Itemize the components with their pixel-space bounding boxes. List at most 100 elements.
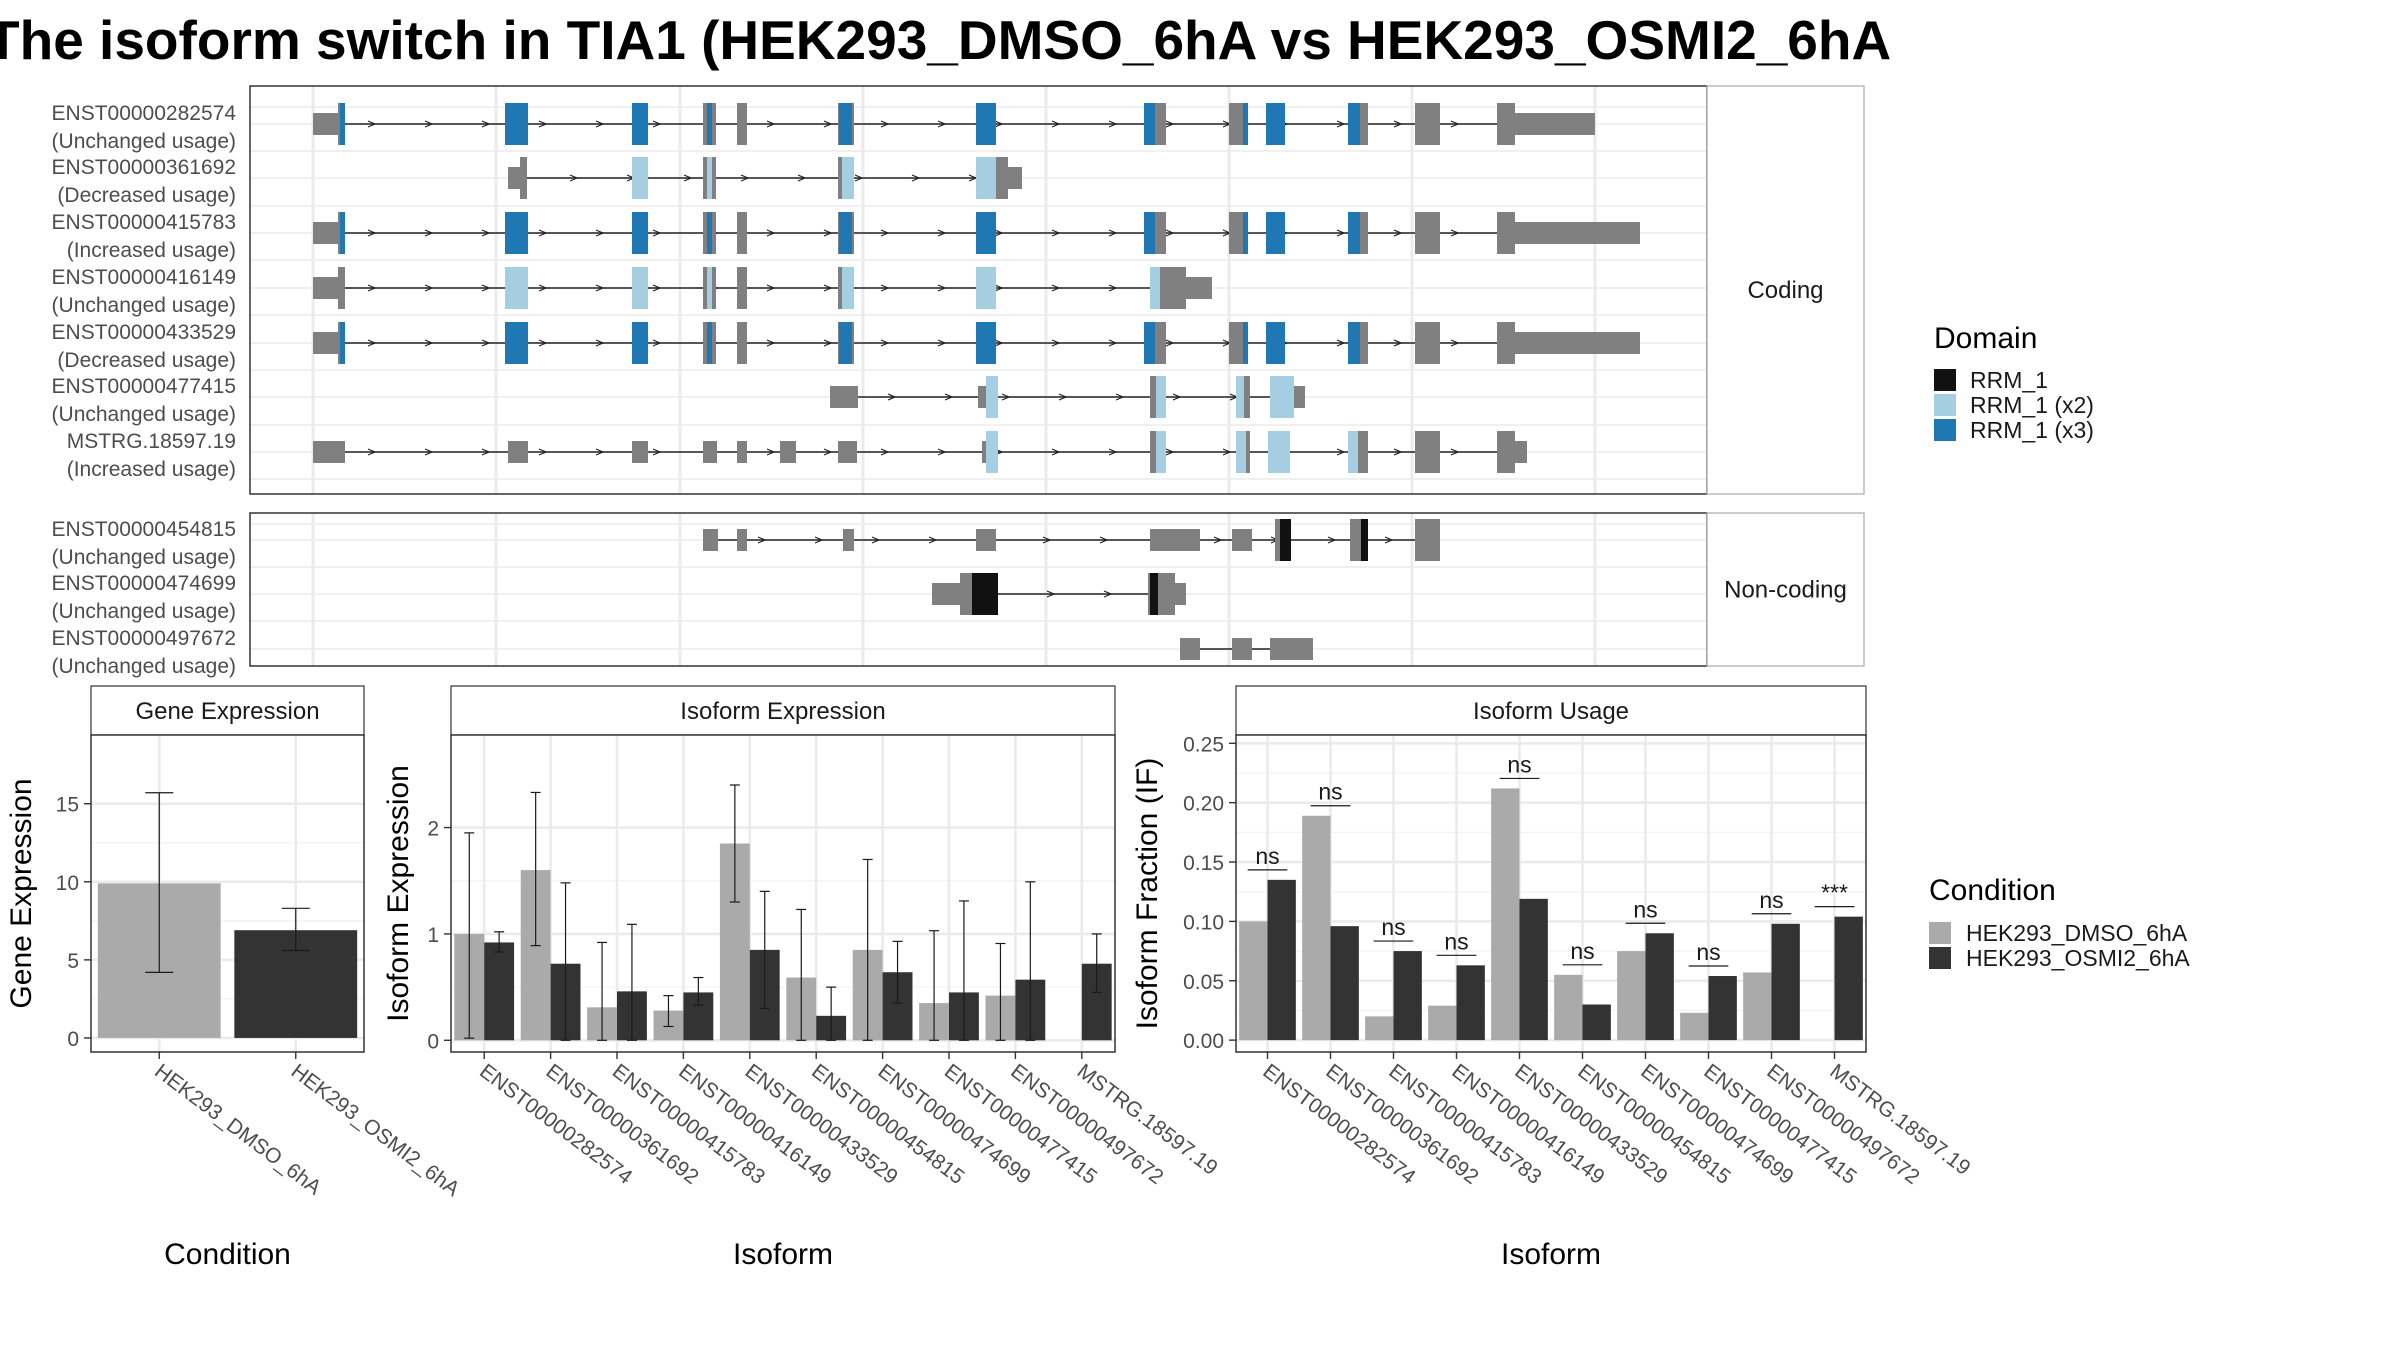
significance-label: ns: [1444, 928, 1468, 954]
legend-label: RRM_1 (x3): [1970, 417, 2094, 443]
direction-arrow: [994, 229, 1004, 237]
direction-arrow: [1393, 229, 1403, 237]
bar-osmi2: [1582, 1004, 1611, 1041]
direction-arrow: [937, 448, 947, 456]
exon-block: [632, 103, 648, 145]
legend-title: Domain: [1934, 322, 2037, 355]
direction-arrow: [854, 174, 864, 182]
exon-block: [976, 322, 996, 364]
direction-arrow: [367, 229, 377, 237]
direction-arrow: [911, 174, 921, 182]
x-axis-title: Condition: [164, 1238, 291, 1271]
exon-block: [737, 267, 747, 309]
direction-arrow: [1051, 284, 1061, 292]
exon-block: [842, 267, 854, 309]
bar-dmso: [1617, 951, 1646, 1041]
exon-block: [340, 322, 345, 364]
bar-osmi2: [1771, 923, 1800, 1041]
exon-block: [1155, 212, 1166, 254]
y-axis-title: Isoform Fraction (IF): [1131, 758, 1164, 1030]
direction-arrow: [937, 284, 947, 292]
legend-label: RRM_1: [1970, 367, 2048, 393]
direction-arrow: [1046, 590, 1056, 598]
significance-label: ns: [1633, 896, 1657, 922]
exon-block: [839, 212, 852, 254]
exon-block: [1244, 376, 1250, 418]
direction-arrow: [994, 284, 1004, 292]
bar-dmso: [1239, 921, 1268, 1041]
direction-arrow: [1042, 536, 1052, 544]
direction-arrow: [652, 448, 662, 456]
direction-arrow: [538, 448, 548, 456]
direction-arrow: [823, 120, 833, 128]
direction-arrow: [367, 284, 377, 292]
exon-block: [1361, 519, 1368, 561]
exon-block: [1236, 376, 1246, 418]
significance-label: ns: [1318, 779, 1342, 805]
transcript-id-label: ENST00000474699: [52, 572, 236, 595]
y-tick-label: 0.05: [1183, 971, 1224, 994]
exon-block: [313, 441, 345, 463]
direction-arrow: [652, 229, 662, 237]
exon-block: [1515, 113, 1595, 135]
direction-arrow: [1108, 120, 1118, 128]
direction-arrow: [880, 284, 890, 292]
direction-arrow: [1450, 229, 1460, 237]
exon-block: [1415, 322, 1440, 364]
direction-arrow: [1393, 339, 1403, 347]
y-tick-label: 0.10: [1183, 911, 1224, 934]
exon-block: [313, 113, 338, 135]
direction-arrow: [766, 284, 776, 292]
direction-arrow: [1336, 448, 1346, 456]
exon-block: [839, 322, 852, 364]
transcript-status-label: (Unchanged usage): [52, 655, 236, 678]
direction-arrow: [683, 174, 693, 182]
exon-block: [1266, 212, 1285, 254]
exon-block: [839, 103, 852, 145]
exon-block: [505, 267, 528, 309]
direction-arrow: [595, 229, 605, 237]
y-tick-label: 15: [56, 794, 79, 817]
transcript-id-label: ENST00000361692: [52, 156, 236, 179]
direction-arrow: [823, 448, 833, 456]
transcript-status-label: (Unchanged usage): [52, 546, 236, 569]
direction-arrow: [928, 536, 938, 544]
exon-block: [976, 529, 996, 551]
exon-block: [707, 267, 712, 309]
isoform-usage-chart: Isoform Usage 0.00 0.05 0.10 0.15 0.20 0.25 ns n…: [1131, 685, 1975, 1271]
y-tick-label: 2: [427, 818, 439, 841]
direction-arrow: [481, 120, 491, 128]
exon-block: [313, 222, 338, 244]
exon-block: [340, 103, 345, 145]
exon-block: [1229, 103, 1243, 145]
exon-block: [1497, 431, 1515, 473]
direction-arrow: [1099, 536, 1109, 544]
exon-block: [1160, 267, 1186, 309]
x-axis-title: Isoform: [733, 1238, 833, 1271]
direction-arrow: [766, 120, 776, 128]
exon-block: [1144, 103, 1155, 145]
exon-block: [737, 212, 747, 254]
direction-arrow: [766, 448, 776, 456]
direction-arrow: [757, 536, 767, 544]
transcript-id-label: ENST00000416149: [52, 266, 236, 289]
direction-arrow: [538, 120, 548, 128]
direction-arrow: [1393, 448, 1403, 456]
exon-block: [982, 441, 986, 463]
exon-block: [976, 103, 996, 145]
direction-arrow: [424, 284, 434, 292]
exon-block: [1497, 212, 1515, 254]
significance-label: ns: [1570, 938, 1594, 964]
y-tick-label: 0.20: [1183, 793, 1224, 816]
direction-arrow: [937, 120, 947, 128]
direction-arrow: [1450, 448, 1460, 456]
significance-label: ns: [1255, 843, 1279, 869]
exon-block: [1270, 376, 1294, 418]
facet-strip: [450, 685, 1116, 736]
direction-arrow: [880, 339, 890, 347]
direction-arrow: [887, 393, 897, 401]
panel-title: Isoform Usage: [1473, 698, 1629, 725]
exon-block: [1243, 103, 1248, 145]
direction-arrow: [1051, 229, 1061, 237]
